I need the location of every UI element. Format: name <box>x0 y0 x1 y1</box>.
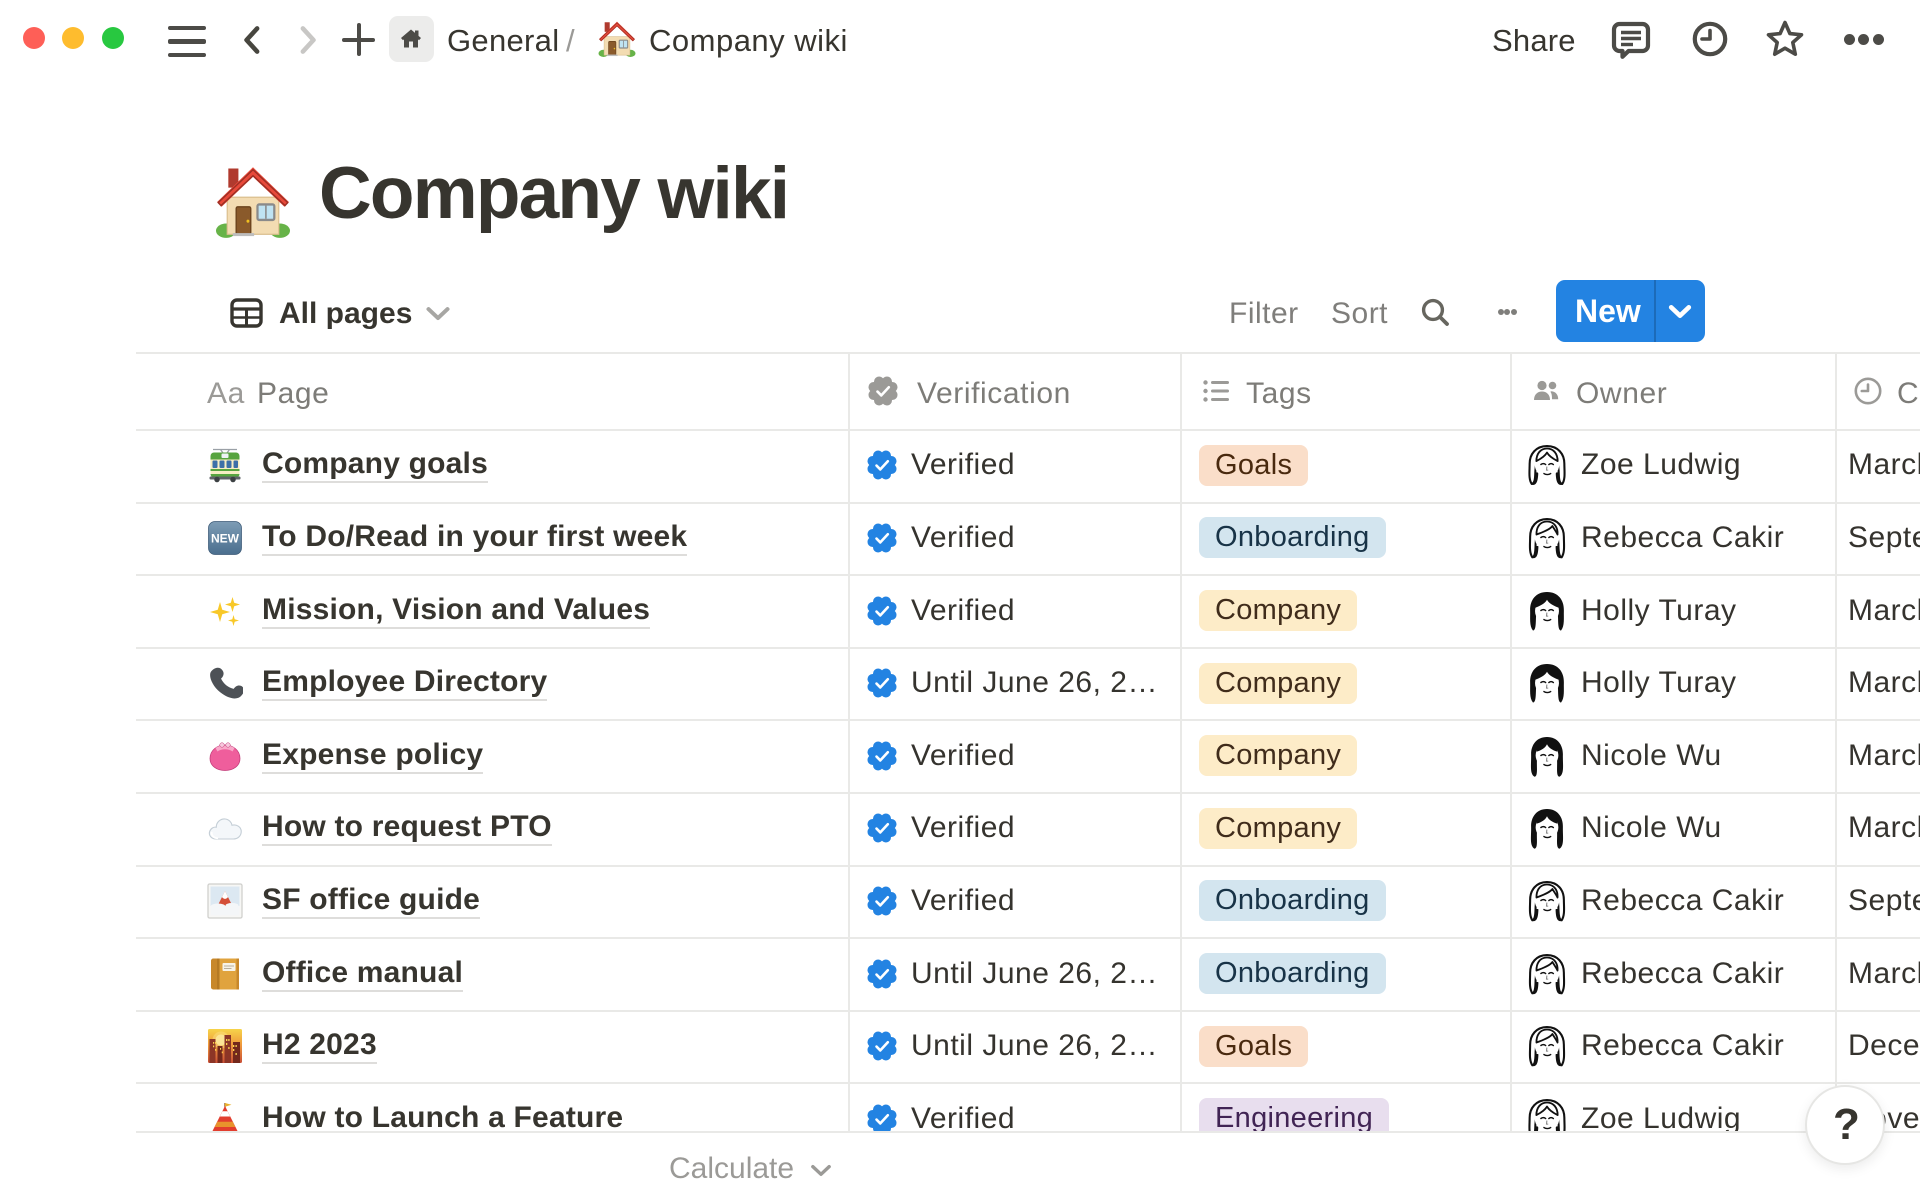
svg-text:NEW: NEW <box>211 531 240 545</box>
